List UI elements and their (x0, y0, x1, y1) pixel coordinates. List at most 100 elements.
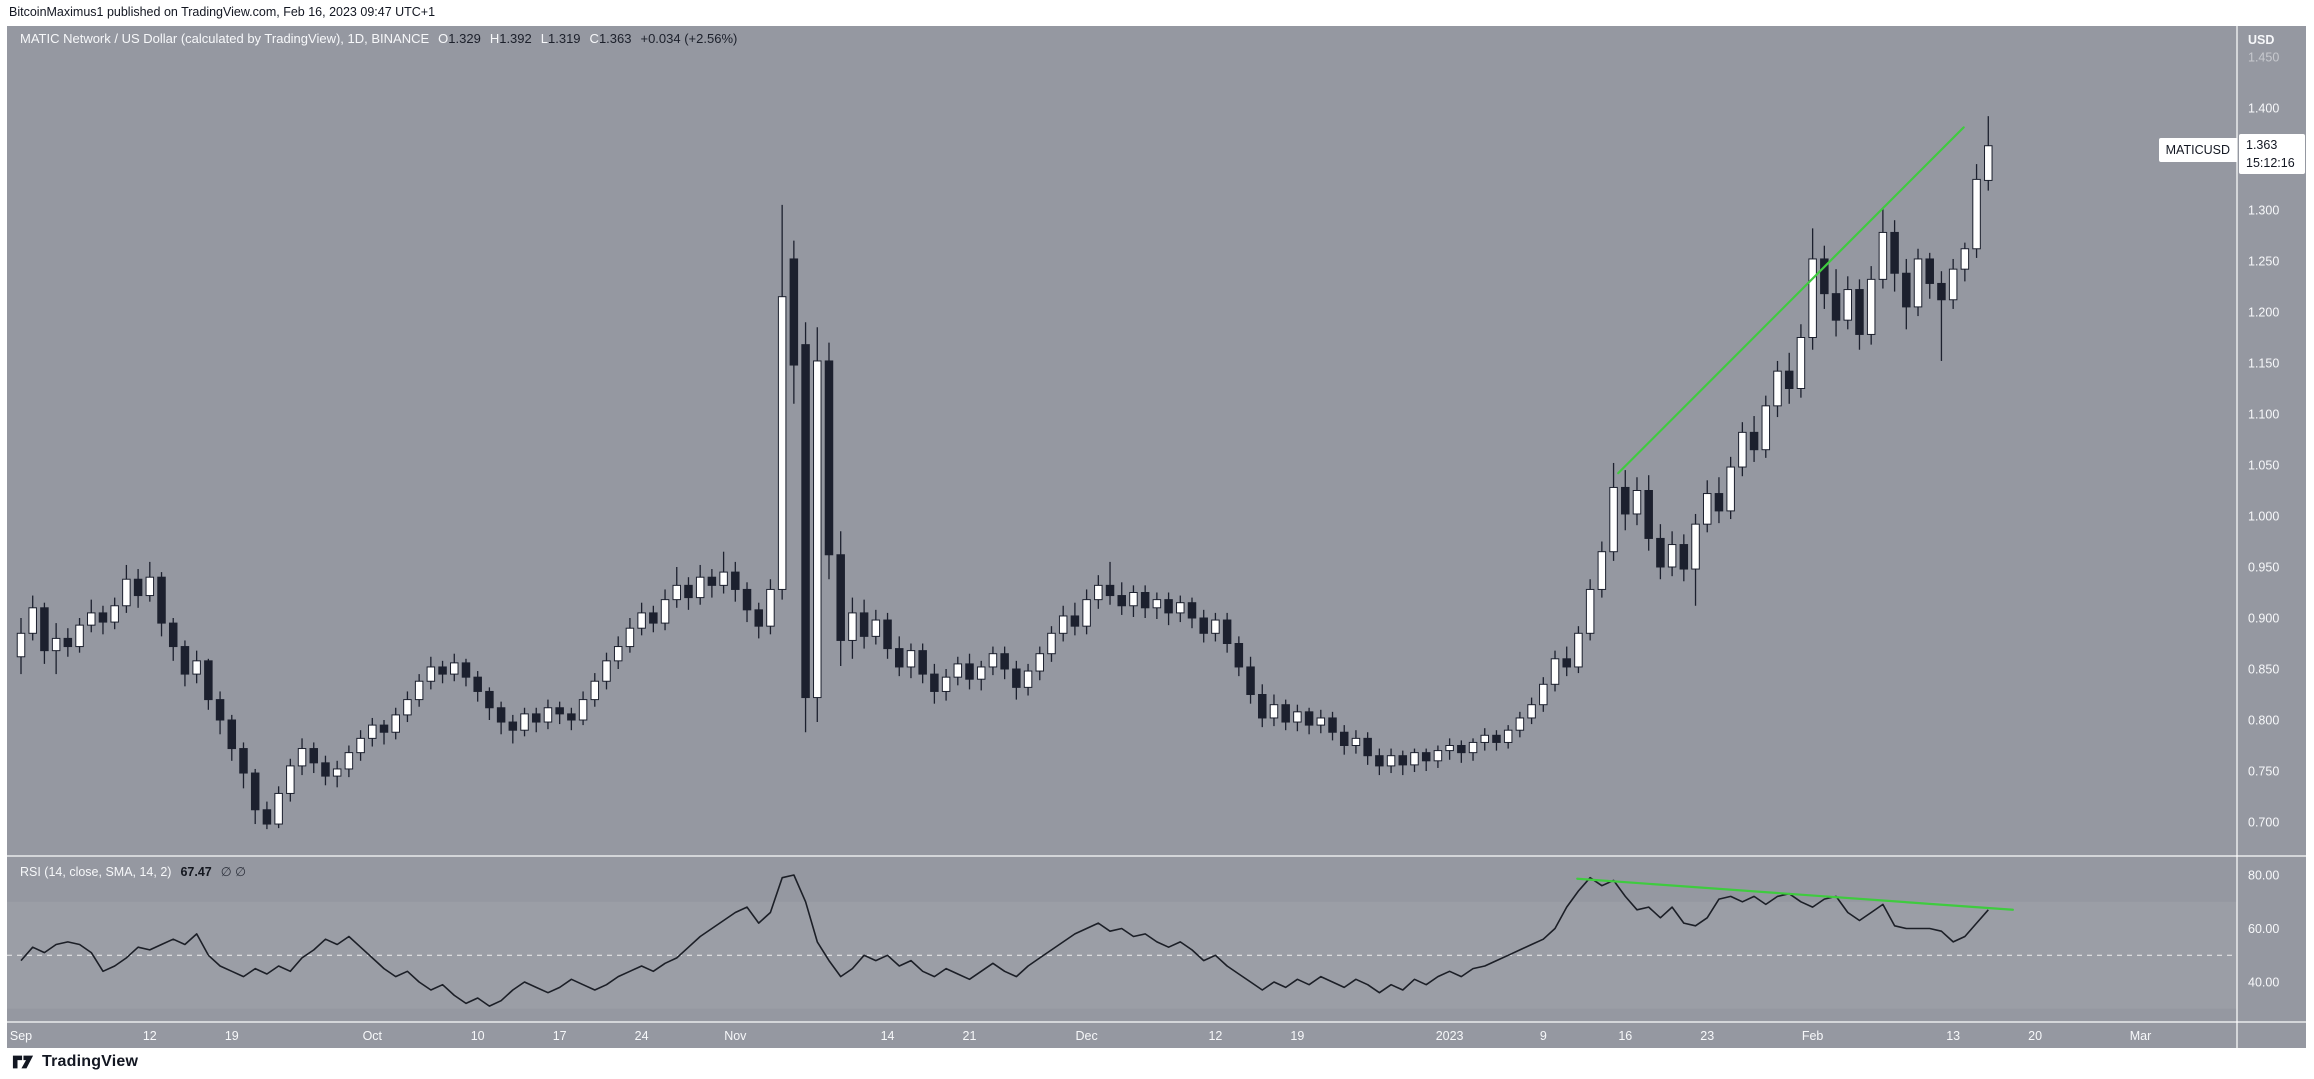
candle (356, 730, 365, 761)
candle (930, 663, 939, 704)
candle (789, 240, 799, 404)
candle (16, 618, 26, 675)
candle (1082, 589, 1091, 635)
current-price-value: 1.363 (2246, 138, 2278, 152)
candle (1972, 164, 1981, 258)
candle (87, 599, 96, 633)
rsi-trendline[interactable] (1576, 877, 2014, 911)
candle (976, 660, 986, 691)
symbol-title[interactable]: MATIC Network / US Dollar (calculated by… (20, 31, 430, 46)
price-trendline[interactable] (1617, 126, 1965, 475)
candle (1539, 677, 1548, 712)
price-axis-label: 1.150 (2248, 357, 2279, 371)
price-axis-label: 0.800 (2248, 714, 2279, 728)
candle (1281, 699, 1290, 731)
chart-background (7, 26, 2306, 1048)
candle (1550, 650, 1560, 692)
ohlc-close-label: C (589, 31, 599, 46)
rsi-value: 67.47 (180, 865, 212, 879)
candle (520, 707, 529, 737)
candle (637, 602, 646, 636)
price-axis-label: 0.900 (2248, 612, 2279, 626)
candle (1714, 477, 1724, 524)
candle (1246, 656, 1255, 704)
main-chart-pane[interactable] (16, 116, 1993, 830)
time-axis[interactable]: Sep 12 19 Oct 10 17 24 Nov 14 21 Dec 12 19 2023 9 16 23 F… (10, 1029, 2151, 1043)
rsi-title[interactable]: RSI (14, close, SMA, 14, 2) (20, 865, 172, 879)
rsi-axis-label: 60.00 (2248, 922, 2279, 936)
candle (133, 569, 143, 608)
candle (461, 658, 471, 687)
candle (1457, 740, 1466, 763)
candle (473, 671, 482, 702)
time-axis-label: 14 (881, 1029, 895, 1043)
price-axis-label: 0.950 (2248, 561, 2279, 575)
symbol-header[interactable]: MATIC Network / US Dollar (calculated by… (20, 31, 737, 46)
price-axis-label: 1.300 (2248, 204, 2279, 218)
candle (368, 717, 377, 747)
candle (250, 768, 260, 825)
candle (543, 699, 553, 730)
candle (1035, 646, 1045, 681)
candle (1492, 730, 1501, 751)
candle (1644, 475, 1653, 551)
candle (496, 701, 506, 735)
candle (531, 707, 541, 733)
candle (602, 652, 611, 690)
candle (1738, 422, 1747, 477)
candle (1129, 585, 1138, 617)
candle (1316, 709, 1326, 734)
candle (988, 646, 998, 676)
candle (122, 564, 131, 613)
candle (508, 714, 518, 744)
candle (1749, 416, 1759, 462)
rsi-header[interactable]: RSI (14, close, SMA, 14, 2) 67.47 ∅ ∅ (20, 864, 246, 879)
candle (1761, 395, 1771, 458)
candle (321, 755, 330, 786)
candle (1937, 271, 1946, 361)
candle (1702, 480, 1712, 533)
candle (578, 691, 588, 726)
candle (1691, 513, 1700, 606)
candle (1304, 707, 1314, 735)
candle (1176, 595, 1185, 623)
price-axis-label: 1.250 (2248, 255, 2279, 269)
candle (274, 786, 283, 829)
candle (1948, 258, 1958, 309)
candle (1597, 541, 1607, 598)
time-axis-label: 19 (225, 1029, 239, 1043)
ohlc-high-value: 1.392 (499, 31, 532, 46)
ohlc-low-label: L (540, 31, 548, 46)
tradingview-logo-icon[interactable] (12, 1052, 34, 1072)
candle (1820, 245, 1829, 309)
candle (110, 597, 119, 630)
candle (1105, 561, 1115, 605)
publisher-bar: BitcoinMaximus1 published on TradingView… (0, 0, 2314, 26)
candle (684, 577, 693, 610)
footer-brand[interactable]: TradingView (12, 1052, 138, 1072)
candle (1047, 626, 1056, 662)
candle (1831, 269, 1841, 337)
ohlc-change-value: +0.034 (+2.56%) (640, 31, 738, 46)
candle (1351, 730, 1361, 754)
price-axis-unit: USD (2248, 33, 2274, 47)
ohlc-close-value: 1.363 (598, 31, 632, 46)
candle (1234, 636, 1244, 677)
candle (450, 653, 459, 682)
price-axis[interactable]: USD 1.450 1.400 1.300 1.250 1.200 1.150 1.100 1.… (2248, 33, 2279, 990)
candle (1164, 592, 1173, 626)
candle (1984, 116, 1993, 191)
candle (1445, 738, 1454, 760)
candle (379, 720, 389, 745)
candle (63, 628, 73, 657)
candle (1656, 524, 1665, 580)
candle (567, 707, 576, 731)
candle (1386, 748, 1396, 774)
footer-brand-text[interactable]: TradingView (42, 1053, 139, 1070)
candle (895, 636, 904, 677)
candle (1398, 750, 1408, 776)
candle (204, 658, 213, 710)
rsi-pane[interactable] (7, 874, 2237, 1009)
candle (824, 342, 834, 580)
